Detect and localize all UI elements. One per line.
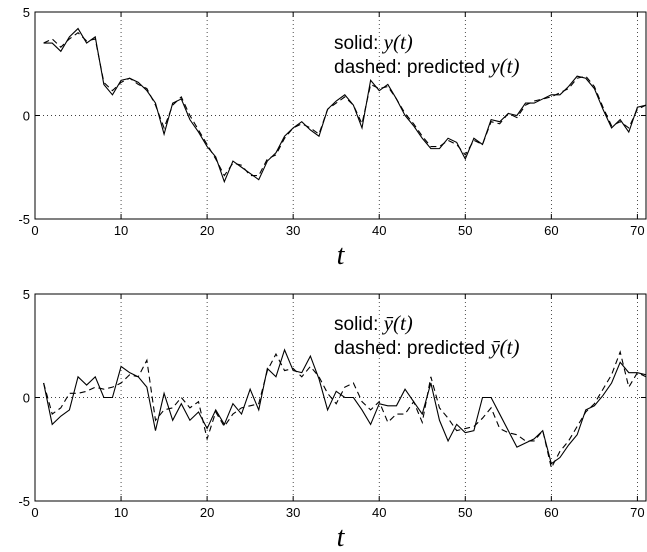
x-tick-label: 20	[200, 505, 214, 520]
y-tick-label: -5	[18, 212, 30, 227]
x-tick-label: 0	[31, 223, 38, 238]
y-tick-label: 0	[23, 391, 30, 406]
x-axis-label: t	[337, 522, 346, 552]
series-dashed-line	[43, 31, 647, 177]
legend-math: y(t)	[382, 30, 413, 54]
series-dashed-line	[43, 350, 647, 470]
legend-text: dashed: predicted	[334, 338, 490, 359]
x-tick-label: 50	[458, 505, 472, 520]
legend-math: ȳ(t)	[382, 311, 413, 335]
legend-line-1: solid: y(t)	[334, 30, 413, 54]
x-tick-label: 30	[286, 505, 300, 520]
x-tick-label: 40	[372, 505, 386, 520]
series-solid-line	[43, 27, 647, 184]
series-solid-line	[43, 348, 647, 465]
y-tick-label: 5	[23, 287, 30, 302]
x-tick-label: 40	[372, 223, 386, 238]
x-tick-label: 0	[31, 505, 38, 520]
x-tick-label: 70	[630, 505, 644, 520]
x-tick-label: 30	[286, 223, 300, 238]
x-tick-label: 50	[458, 223, 472, 238]
legend-line-2: dashed: predicted y(t)	[334, 54, 520, 78]
x-tick-label: 60	[544, 505, 558, 520]
legend-math: ȳ(t)	[488, 335, 519, 359]
y-tick-label: -5	[18, 494, 30, 509]
legend-text: solid:	[334, 33, 384, 54]
legend-text: solid:	[334, 314, 384, 335]
y-tick-label: 0	[23, 109, 30, 124]
legend-line-1: solid: ȳ(t)	[334, 311, 413, 335]
x-tick-label: 60	[544, 223, 558, 238]
y-tick-label: 5	[23, 5, 30, 20]
x-tick-label: 10	[114, 223, 128, 238]
x-axis-label: t	[337, 240, 346, 271]
legend-math: y(t)	[488, 54, 519, 78]
x-tick-label: 70	[630, 223, 644, 238]
x-tick-label: 20	[200, 223, 214, 238]
x-tick-label: 10	[114, 505, 128, 520]
legend-line-2: dashed: predicted ȳ(t)	[334, 335, 520, 359]
legend-text: dashed: predicted	[334, 57, 490, 78]
